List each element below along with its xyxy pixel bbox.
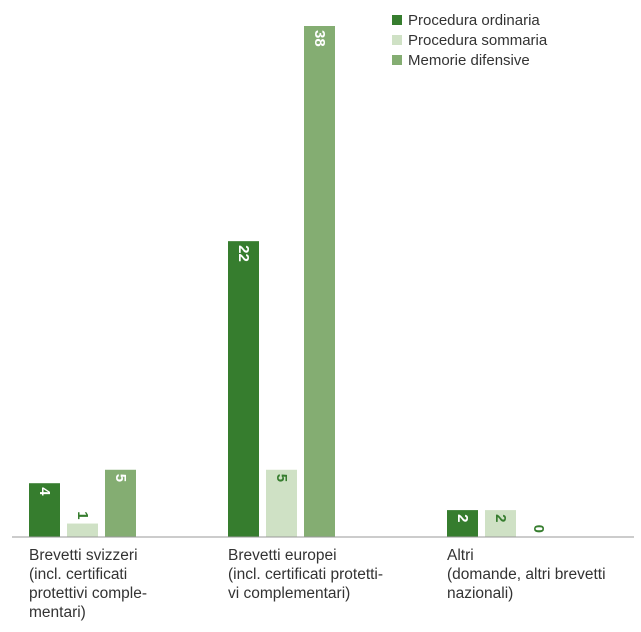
legend: Procedura ordinaria Procedura sommaria M… [392, 10, 547, 70]
bar-cat3-procedura-ordinaria [447, 510, 478, 537]
legend-swatch-procedura-sommaria [392, 35, 402, 45]
bar-cat2-procedura-ordinaria [228, 241, 259, 537]
bar-cat2-procedura-sommaria [266, 469, 297, 537]
legend-item-procedura-ordinaria: Procedura ordinaria [392, 10, 547, 30]
value-label-cat2-procedura-sommaria: 5 [273, 474, 290, 482]
value-label-cat1-procedura-ordinaria: 4 [36, 487, 53, 496]
category-label-altri: Altri (domande, altri brevetti nazionali… [447, 547, 606, 602]
category-label-brevetti-svizzeri: Brevetti svizzeri (incl. certificati pro… [29, 547, 148, 621]
bars-group [29, 26, 516, 537]
legend-item-memorie-difensive: Memorie difensive [392, 50, 547, 70]
value-label-cat2-memorie-difensive: 38 [311, 30, 328, 47]
bar-cat1-procedura-sommaria [67, 523, 98, 537]
legend-swatch-memorie-difensive [392, 55, 402, 65]
bar-cat1-memorie-difensive [105, 469, 136, 537]
value-label-cat3-procedura-ordinaria: 2 [454, 514, 471, 522]
value-label-cat3-procedura-sommaria: 2 [492, 514, 509, 522]
legend-label-procedura-sommaria: Procedura sommaria [408, 31, 548, 49]
legend-label-procedura-ordinaria: Procedura ordinaria [408, 11, 540, 29]
legend-item-procedura-sommaria: Procedura sommaria [392, 30, 547, 50]
bar-cat3-procedura-sommaria [485, 510, 516, 537]
legend-swatch-procedura-ordinaria [392, 15, 402, 25]
value-label-cat1-memorie-difensive: 5 [112, 474, 129, 482]
bar-cat1-procedura-ordinaria [29, 483, 60, 537]
category-label-brevetti-europei: Brevetti europei (incl. certificati prot… [228, 547, 384, 602]
value-label-cat1-procedura-sommaria: 1 [74, 511, 91, 519]
value-label-cat3-memorie-difensive: 0 [530, 525, 547, 533]
legend-label-memorie-difensive: Memorie difensive [408, 51, 530, 69]
bar-cat2-memorie-difensive [304, 26, 335, 537]
value-label-cat2-procedura-ordinaria: 22 [235, 245, 252, 262]
